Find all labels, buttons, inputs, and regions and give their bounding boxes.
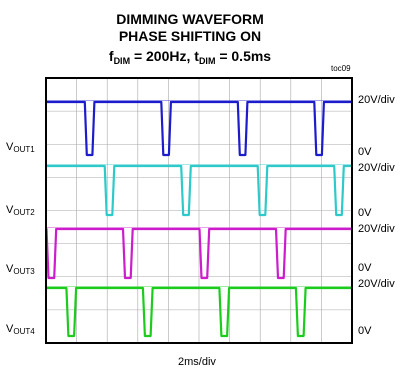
chart-title-line1: DIMMING WAVEFORM	[116, 11, 264, 27]
trace-out3	[45, 227, 352, 280]
scale-label-ch3: 20V/div	[358, 223, 395, 235]
trace-out4	[46, 286, 352, 338]
zero-label-ch4: 0V	[358, 325, 372, 337]
chart-title-line2: PHASE SHIFTING ON	[118, 28, 262, 44]
time-scale-label: 2ms/div	[178, 356, 216, 368]
zero-label-ch1: 0V	[358, 146, 372, 158]
trace-out1	[46, 100, 352, 157]
trace-out2	[46, 164, 352, 217]
scale-label-ch2: 20V/div	[358, 162, 395, 174]
plot-frame	[45, 77, 353, 344]
channel-label-vout2: VOUT2	[6, 204, 35, 217]
f-subscript: DIM	[113, 56, 131, 66]
figure-tag: toc09	[331, 64, 351, 73]
zero-label-ch2: 0V	[358, 207, 372, 219]
scale-label-ch1: 20V/div	[358, 94, 395, 106]
channel-label-vout1: VOUT1	[6, 141, 35, 154]
scale-label-ch4: 20V/div	[358, 278, 395, 290]
chart-subtitle: fDIM = 200Hz, tDIM = 0.5ms	[40, 48, 340, 70]
t-subscript: DIM	[198, 56, 216, 66]
zero-label-ch3: 0V	[358, 262, 372, 274]
f-value: = 200Hz, t	[130, 48, 199, 64]
channel-label-vout4: VOUT4	[6, 323, 35, 336]
t-value: = 0.5ms	[215, 48, 272, 64]
channel-label-vout3: VOUT3	[6, 263, 35, 276]
f-symbol: f	[108, 48, 114, 64]
